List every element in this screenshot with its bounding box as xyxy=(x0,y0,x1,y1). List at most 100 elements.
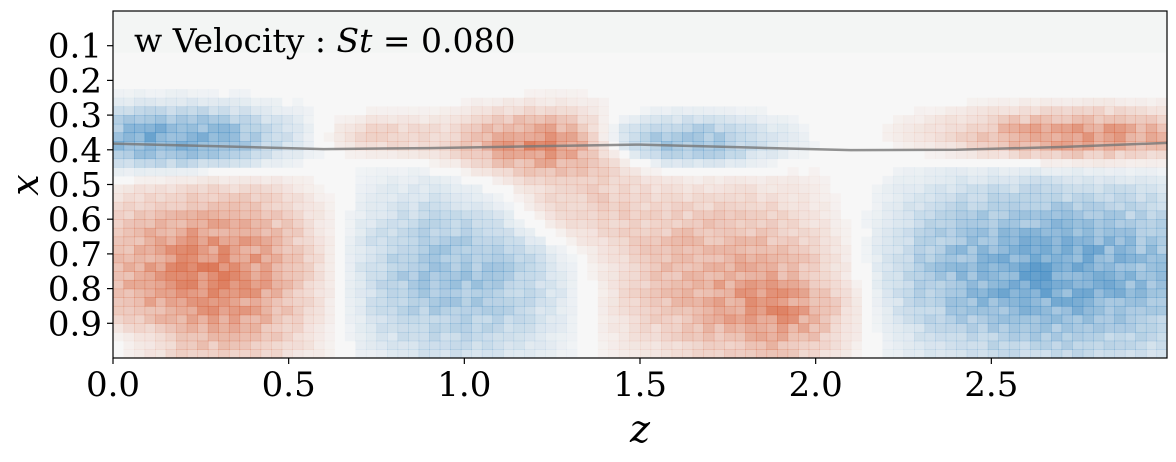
heatmap-cell xyxy=(587,253,599,264)
heatmap-cell xyxy=(228,210,241,220)
heatmap-cell xyxy=(313,340,325,350)
heatmap-cell xyxy=(113,262,125,272)
heatmap-cell xyxy=(998,236,1010,246)
heatmap-cell xyxy=(302,115,314,125)
heatmap-cell xyxy=(481,141,494,151)
heatmap-cell xyxy=(387,305,399,316)
heatmap-cell xyxy=(692,331,704,342)
heatmap-cell xyxy=(460,201,472,212)
heatmap-cell xyxy=(323,271,335,281)
heatmap-cell xyxy=(576,227,588,238)
heatmap-cell xyxy=(618,210,631,220)
heatmap-cell xyxy=(397,175,409,186)
heatmap-cell xyxy=(1019,305,1031,316)
heatmap-cell xyxy=(682,245,694,255)
heatmap-field xyxy=(113,89,1168,359)
heatmap-cell xyxy=(640,288,652,298)
heatmap-cell xyxy=(165,89,177,99)
heatmap-cell xyxy=(471,253,483,264)
heatmap-cell xyxy=(935,314,947,324)
x-axis-label: z xyxy=(629,407,651,451)
heatmap-cell xyxy=(534,175,546,186)
heatmap-cell xyxy=(250,210,262,220)
heatmap-cell xyxy=(1082,158,1094,168)
heatmap-cell xyxy=(892,288,905,298)
heatmap-cell xyxy=(1051,201,1063,212)
heatmap-cell xyxy=(481,201,494,212)
heatmap-cell xyxy=(608,193,620,203)
heatmap-cell xyxy=(239,236,251,246)
heatmap-cell xyxy=(1156,271,1168,281)
heatmap-cell xyxy=(134,115,146,125)
heatmap-cell xyxy=(1145,297,1158,307)
heatmap-cell xyxy=(682,106,694,116)
heatmap-cell xyxy=(1061,323,1073,333)
heatmap-cell xyxy=(1008,167,1021,177)
heatmap-cell xyxy=(323,201,335,212)
heatmap-cell xyxy=(239,245,251,255)
heatmap-cell xyxy=(418,271,430,281)
heatmap-cell xyxy=(355,262,367,272)
heatmap-cell xyxy=(629,245,641,255)
heatmap-cell xyxy=(1145,201,1158,212)
heatmap-cell xyxy=(618,305,631,316)
heatmap-cell xyxy=(250,331,262,342)
heatmap-cell xyxy=(745,193,757,203)
heatmap-cell xyxy=(197,132,209,142)
heatmap-cell xyxy=(787,262,799,272)
heatmap-cell xyxy=(1040,201,1052,212)
heatmap-cell xyxy=(176,288,188,298)
heatmap-cell xyxy=(1051,184,1063,194)
heatmap-cell xyxy=(260,253,272,264)
heatmap-cell xyxy=(450,262,462,272)
heatmap-cell xyxy=(271,227,283,238)
heatmap-cell xyxy=(439,288,451,298)
heatmap-cell xyxy=(671,123,683,134)
heatmap-cell xyxy=(576,106,588,116)
heatmap-cell xyxy=(777,132,789,142)
heatmap-cell xyxy=(682,349,694,359)
heatmap-cell xyxy=(524,279,536,290)
heatmap-cell xyxy=(1124,201,1136,212)
heatmap-cell xyxy=(218,97,230,108)
heatmap-cell xyxy=(1103,340,1115,350)
heatmap-cell xyxy=(197,175,209,186)
heatmap-cell xyxy=(608,158,620,168)
heatmap-cell xyxy=(661,245,673,255)
heatmap-cell xyxy=(903,132,915,142)
heatmap-cell xyxy=(777,340,789,350)
heatmap-cell xyxy=(882,132,894,142)
heatmap-cell xyxy=(597,245,609,255)
heatmap-cell xyxy=(713,184,725,194)
heatmap-cell xyxy=(713,288,725,298)
heatmap-cell xyxy=(598,349,609,358)
heatmap-cell xyxy=(724,288,736,298)
heatmap-cell xyxy=(1156,167,1168,177)
heatmap-cell xyxy=(671,149,683,160)
heatmap-cell xyxy=(892,175,905,186)
heatmap-cell xyxy=(808,184,820,194)
heatmap-cell xyxy=(597,167,609,177)
heatmap-cell xyxy=(460,271,472,281)
heatmap-cell xyxy=(165,262,177,272)
y-axis-ticks: 0.10.20.30.40.50.60.70.80.9 xyxy=(48,27,113,344)
heatmap-cell xyxy=(1135,253,1147,264)
heatmap-cell xyxy=(777,141,789,151)
heatmap-cell xyxy=(1051,115,1063,125)
heatmap-cell xyxy=(155,106,167,116)
heatmap-cell xyxy=(713,132,725,142)
heatmap-cell xyxy=(966,349,978,359)
heatmap-cell xyxy=(956,219,968,229)
heatmap-cell xyxy=(1156,262,1168,272)
heatmap-cell xyxy=(587,236,599,246)
heatmap-cell xyxy=(144,123,156,134)
heatmap-cell xyxy=(134,149,146,160)
heatmap-cell xyxy=(892,271,905,281)
heatmap-cell xyxy=(176,314,188,324)
heatmap-cell xyxy=(1019,297,1031,307)
heatmap-cell xyxy=(481,314,494,324)
heatmap-cell xyxy=(545,167,557,177)
heatmap-cell xyxy=(176,340,188,350)
heatmap-cell xyxy=(408,115,420,125)
heatmap-cell xyxy=(914,271,926,281)
